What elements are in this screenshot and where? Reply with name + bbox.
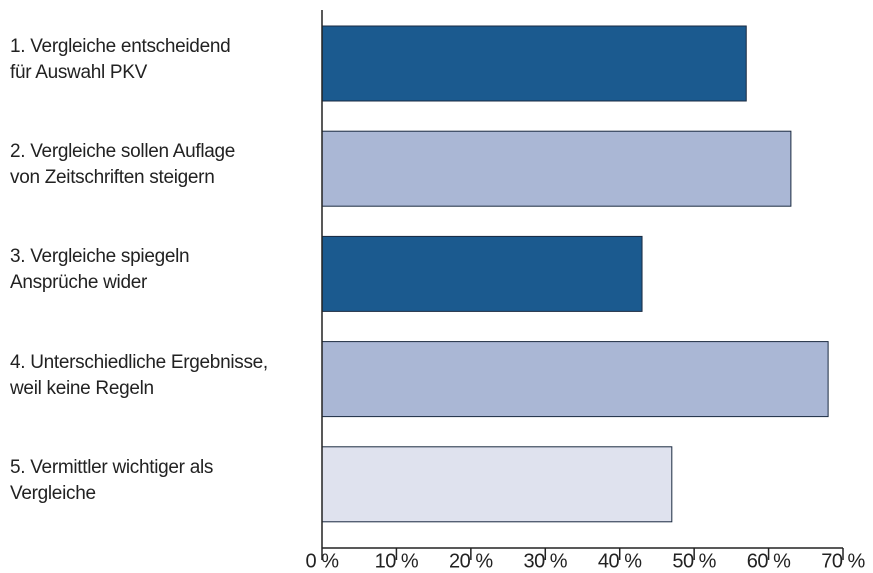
x-tick-label: 10 % bbox=[375, 550, 419, 572]
x-tick-label: 40 % bbox=[598, 550, 642, 572]
x-tick-label: 30 % bbox=[523, 550, 567, 572]
category-label: 4. Unterschiedliche Ergebnisse, weil kei… bbox=[10, 351, 268, 399]
category-label: 2. Vergleiche sollen Auflage von Zeitsch… bbox=[10, 141, 236, 189]
bar bbox=[321, 130, 792, 207]
category-label: 5. Vermittler wichtiger als Vergleiche bbox=[10, 456, 214, 504]
bar bbox=[321, 25, 747, 102]
x-tick-label: 0 % bbox=[306, 550, 340, 572]
bar bbox=[321, 341, 829, 418]
x-tick-label: 20 % bbox=[449, 550, 493, 572]
category-label: 1. Vergleiche entscheidend für Auswahl P… bbox=[10, 36, 231, 83]
x-tick-label: 50 % bbox=[672, 550, 716, 572]
x-tick-label: 60 % bbox=[747, 550, 791, 572]
bar bbox=[321, 235, 643, 312]
bar bbox=[321, 446, 673, 523]
x-tick-label: 70 % bbox=[821, 550, 865, 572]
category-label: 3. Vergleiche spiegeln Ansprüche wider bbox=[10, 246, 190, 294]
